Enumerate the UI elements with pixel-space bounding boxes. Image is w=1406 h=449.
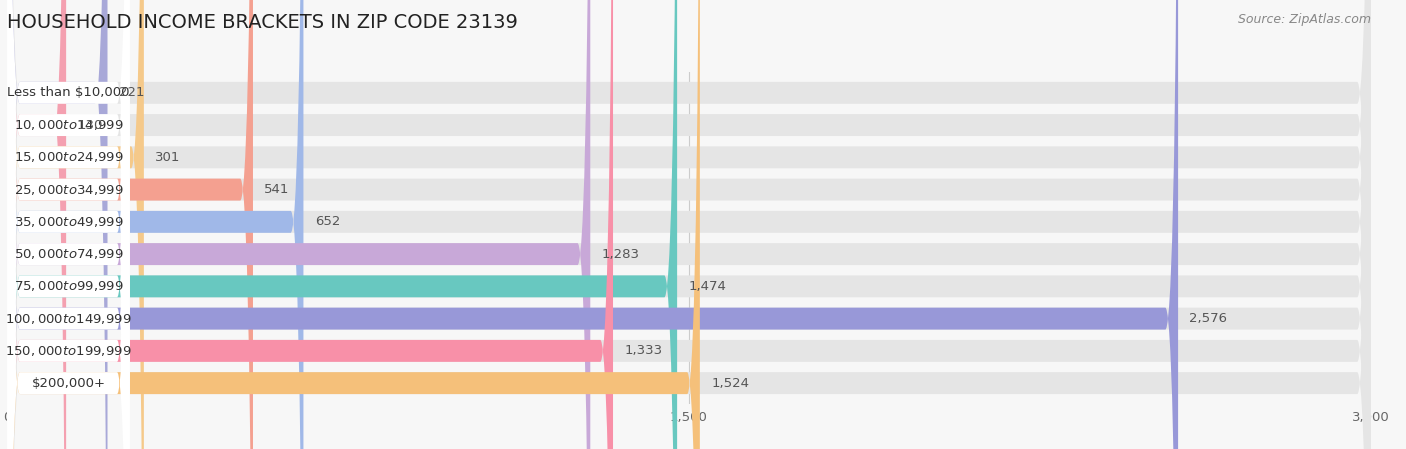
FancyBboxPatch shape: [7, 0, 107, 449]
FancyBboxPatch shape: [7, 0, 1371, 449]
Text: 1,474: 1,474: [689, 280, 727, 293]
Text: HOUSEHOLD INCOME BRACKETS IN ZIP CODE 23139: HOUSEHOLD INCOME BRACKETS IN ZIP CODE 23…: [7, 13, 517, 32]
Text: $10,000 to $14,999: $10,000 to $14,999: [14, 118, 124, 132]
Text: $200,000+: $200,000+: [31, 377, 105, 390]
FancyBboxPatch shape: [7, 0, 1371, 449]
Text: $15,000 to $24,999: $15,000 to $24,999: [14, 150, 124, 164]
FancyBboxPatch shape: [7, 0, 129, 449]
FancyBboxPatch shape: [7, 0, 129, 449]
FancyBboxPatch shape: [7, 0, 613, 449]
Text: $25,000 to $34,999: $25,000 to $34,999: [14, 183, 124, 197]
FancyBboxPatch shape: [7, 0, 1371, 449]
FancyBboxPatch shape: [7, 0, 129, 449]
Text: $50,000 to $74,999: $50,000 to $74,999: [14, 247, 124, 261]
FancyBboxPatch shape: [7, 0, 1371, 449]
Text: $75,000 to $99,999: $75,000 to $99,999: [14, 279, 124, 293]
Text: 1,283: 1,283: [602, 247, 640, 260]
FancyBboxPatch shape: [7, 0, 66, 449]
FancyBboxPatch shape: [7, 0, 129, 449]
FancyBboxPatch shape: [7, 0, 143, 449]
FancyBboxPatch shape: [7, 0, 304, 449]
FancyBboxPatch shape: [7, 0, 129, 449]
FancyBboxPatch shape: [7, 0, 129, 449]
FancyBboxPatch shape: [7, 0, 700, 449]
Text: 541: 541: [264, 183, 290, 196]
Text: 221: 221: [120, 86, 145, 99]
FancyBboxPatch shape: [7, 0, 1371, 449]
Text: $100,000 to $149,999: $100,000 to $149,999: [6, 312, 132, 326]
Text: $35,000 to $49,999: $35,000 to $49,999: [14, 215, 124, 229]
Text: Less than $10,000: Less than $10,000: [7, 86, 129, 99]
Text: 1,333: 1,333: [624, 344, 662, 357]
FancyBboxPatch shape: [7, 0, 1371, 449]
FancyBboxPatch shape: [7, 0, 129, 449]
FancyBboxPatch shape: [7, 0, 1371, 449]
Text: 1,524: 1,524: [711, 377, 749, 390]
Text: 130: 130: [77, 119, 103, 132]
FancyBboxPatch shape: [7, 0, 253, 449]
FancyBboxPatch shape: [7, 0, 1178, 449]
Text: Source: ZipAtlas.com: Source: ZipAtlas.com: [1237, 13, 1371, 26]
FancyBboxPatch shape: [7, 0, 1371, 449]
FancyBboxPatch shape: [7, 0, 1371, 449]
FancyBboxPatch shape: [7, 0, 129, 449]
FancyBboxPatch shape: [7, 0, 129, 449]
FancyBboxPatch shape: [7, 0, 1371, 449]
FancyBboxPatch shape: [7, 0, 678, 449]
FancyBboxPatch shape: [7, 0, 129, 449]
Text: 301: 301: [155, 151, 180, 164]
Text: 2,576: 2,576: [1189, 312, 1227, 325]
FancyBboxPatch shape: [7, 0, 591, 449]
Text: 652: 652: [315, 216, 340, 229]
Text: $150,000 to $199,999: $150,000 to $199,999: [6, 344, 132, 358]
